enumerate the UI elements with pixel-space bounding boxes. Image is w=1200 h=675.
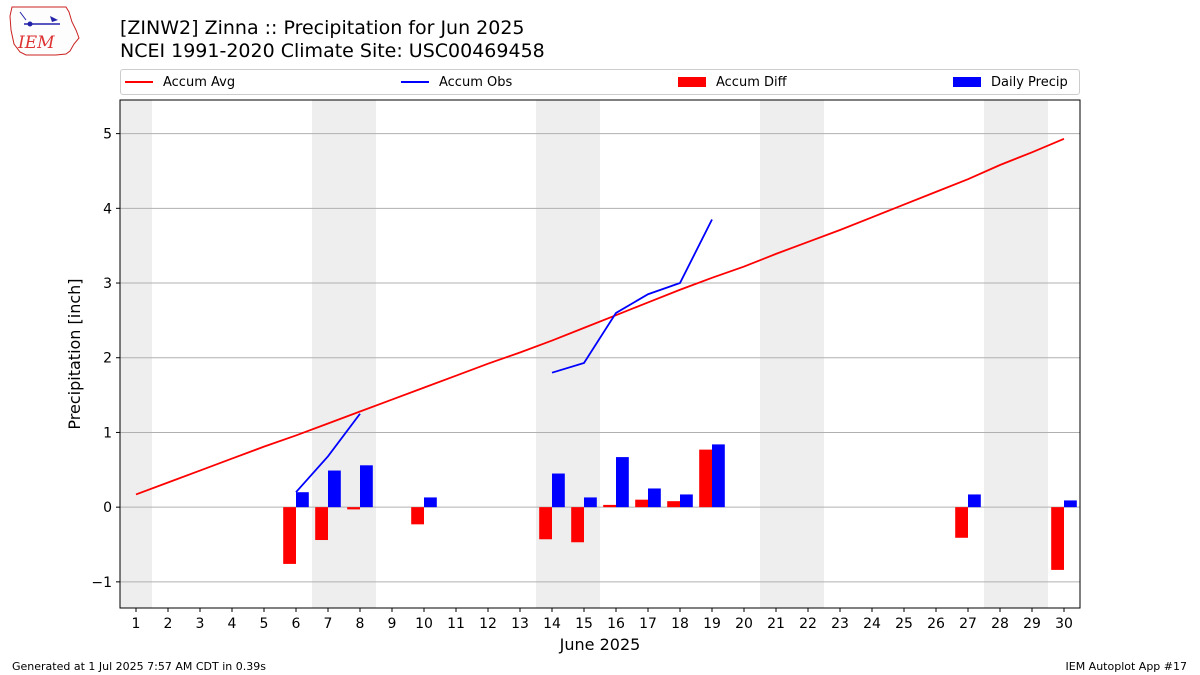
weekend-shade (1016, 100, 1048, 608)
legend-item-daily-precip: Daily Precip (953, 70, 1068, 94)
x-tick-label: 16 (607, 616, 625, 632)
legend-swatch (401, 81, 429, 83)
legend: Accum Avg Accum Obs Accum Diff Daily Pre… (120, 69, 1080, 95)
y-tick-label: 3 (103, 276, 112, 292)
weekend-shade (344, 100, 376, 608)
y-tick-label: 2 (103, 351, 112, 367)
accum-diff-bar (603, 504, 616, 508)
legend-item-accum-avg: Accum Avg (125, 70, 235, 94)
y-tick-label: 0 (103, 500, 112, 516)
accum-obs-line (295, 413, 361, 493)
legend-label: Accum Avg (163, 74, 236, 90)
daily-precip-bar (552, 473, 565, 508)
y-axis-label: Precipitation [inch] (65, 278, 84, 429)
x-tick-label: 9 (388, 616, 397, 632)
x-tick-label: 23 (831, 616, 849, 632)
accum-diff-bar (283, 507, 296, 564)
x-tick-label: 13 (511, 616, 529, 632)
x-tick-label: 20 (735, 616, 753, 632)
chart-title: [ZINW2] Zinna :: Precipitation for Jun 2… (120, 17, 525, 39)
x-tick-label: 12 (479, 616, 497, 632)
daily-precip-bar (424, 497, 437, 508)
y-tick-label: 4 (103, 201, 112, 217)
accum-diff-bar (347, 507, 360, 510)
weekend-shade (792, 100, 824, 608)
accum-obs-line (551, 219, 713, 374)
x-tick-label: 25 (895, 616, 913, 632)
daily-precip-bar (712, 444, 725, 508)
x-tick-label: 1 (132, 616, 141, 632)
accum-diff-bar (699, 449, 712, 508)
x-tick-label: 28 (991, 616, 1009, 632)
x-tick-label: 3 (196, 616, 205, 632)
accum-diff-bar (635, 499, 648, 508)
x-tick-label: 7 (324, 616, 333, 632)
x-tick-label: 2 (164, 616, 173, 632)
x-tick-label: 10 (415, 616, 433, 632)
accum-diff-bar (667, 501, 680, 508)
x-tick-label: 8 (356, 616, 365, 632)
daily-precip-bar (1064, 500, 1077, 508)
x-tick-label: 29 (1023, 616, 1041, 632)
x-tick-label: 15 (575, 616, 593, 632)
legend-label: Accum Obs (439, 74, 513, 90)
y-tick-label: 1 (103, 425, 112, 441)
x-tick-label: 4 (228, 616, 237, 632)
weekend-shade (120, 100, 152, 608)
weekend-shade (984, 100, 1016, 608)
daily-precip-bar (616, 457, 629, 508)
plot-frame (119, 99, 1081, 609)
daily-precip-bar (968, 494, 981, 508)
x-tick-label: 27 (959, 616, 977, 632)
x-tick-label: 19 (703, 616, 721, 632)
accum-diff-bar (955, 507, 968, 538)
legend-item-accum-obs: Accum Obs (401, 70, 512, 94)
x-tick-label: 17 (639, 616, 657, 632)
accum-diff-bar (539, 507, 552, 540)
daily-precip-bar (328, 470, 341, 508)
accum-diff-bar (571, 507, 584, 543)
accum-diff-bar (411, 507, 424, 525)
x-tick-label: 5 (260, 616, 269, 632)
x-tick-label: 21 (767, 616, 785, 632)
accum-avg-line (135, 138, 1065, 496)
legend-swatch (125, 81, 153, 83)
x-tick-label: 24 (863, 616, 881, 632)
legend-label: Accum Diff (716, 74, 787, 90)
logo-text: IEM (17, 33, 55, 53)
daily-precip-bar (360, 465, 373, 508)
y-tick-label: 5 (103, 127, 112, 143)
x-tick-label: 6 (292, 616, 301, 632)
daily-precip-bar (680, 494, 693, 508)
daily-precip-bar (296, 492, 309, 508)
footer-app: IEM Autoplot App #17 (1065, 660, 1188, 673)
weekend-shade (760, 100, 792, 608)
legend-swatch (953, 77, 981, 87)
accum-diff-bar (315, 507, 328, 541)
legend-item-accum-diff: Accum Diff (678, 70, 787, 94)
x-tick-label: 14 (543, 616, 561, 632)
chart-subtitle: NCEI 1991-2020 Climate Site: USC00469458 (120, 40, 545, 62)
iem-logo: IEM (9, 6, 80, 56)
accum-diff-bar (1051, 507, 1064, 570)
x-tick-label: 30 (1055, 616, 1073, 632)
daily-precip-bar (584, 497, 597, 508)
legend-label: Daily Precip (991, 74, 1068, 90)
x-tick-label: 18 (671, 616, 689, 632)
x-tick-label: 22 (799, 616, 817, 632)
x-axis-label: June 2025 (559, 635, 641, 654)
x-tick-label: 11 (447, 616, 465, 632)
daily-precip-bar (648, 488, 661, 508)
x-tick-label: 26 (927, 616, 945, 632)
footer-generated: Generated at 1 Jul 2025 7:57 AM CDT in 0… (12, 660, 266, 673)
legend-swatch (678, 77, 706, 87)
y-tick-label: −1 (91, 575, 112, 591)
